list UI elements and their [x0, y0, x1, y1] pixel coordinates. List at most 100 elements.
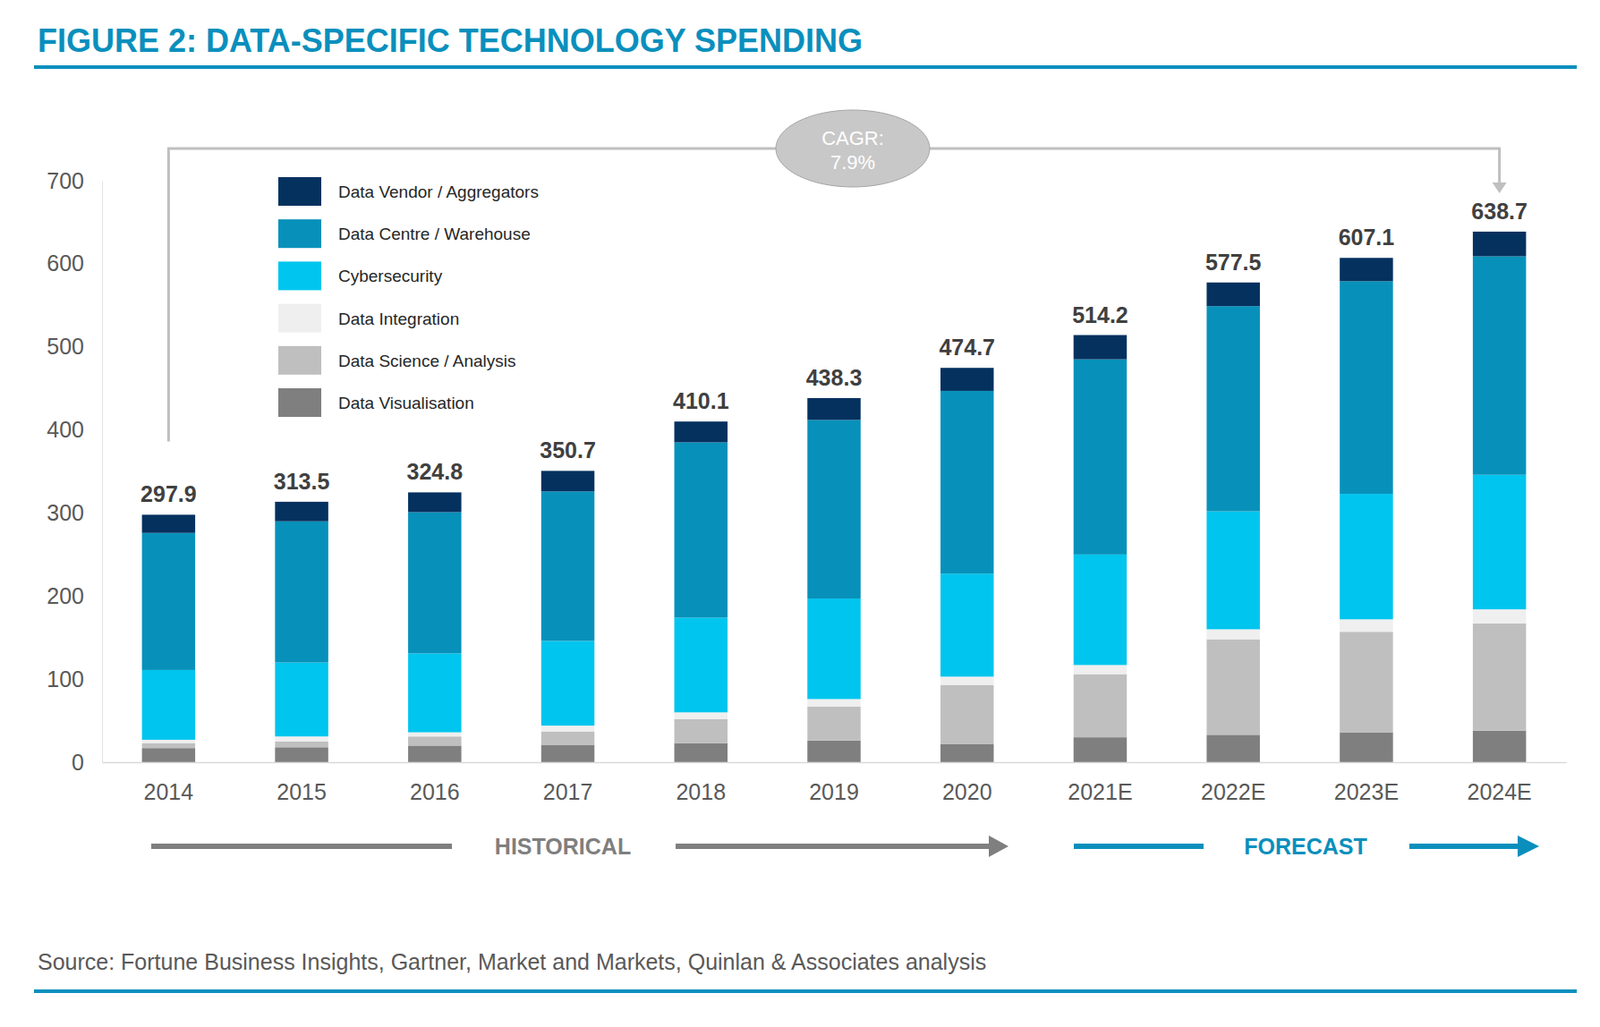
bar-segment: [1206, 629, 1260, 639]
legend-swatch: [278, 346, 322, 375]
y-tick-label: 700: [46, 168, 85, 194]
bar-segment: [1073, 554, 1127, 666]
historical-label: HISTORICAL: [494, 834, 631, 860]
bar-segment: [940, 744, 994, 763]
x-tick: 2014: [144, 762, 195, 805]
y-tick-label: 500: [46, 333, 85, 359]
bar-segment: [1206, 734, 1260, 763]
series: [142, 256, 1527, 671]
x-tick: 2017: [543, 762, 594, 805]
forecast-arrow-line: [1409, 843, 1522, 850]
bar-segment: [940, 685, 994, 745]
bar-segment: [274, 663, 328, 738]
x-tick: 2018: [675, 762, 726, 805]
title: FIGURE 2: DATA-SPECIFIC TECHNOLOGY SPEND…: [37, 22, 863, 60]
x-tick: 2021E: [1067, 762, 1132, 805]
bar-segment: [1073, 335, 1127, 360]
bar-segment: [1073, 737, 1127, 763]
bar-segment: [807, 598, 860, 699]
bar-segment: [1073, 664, 1127, 674]
y-tick-label: 400: [46, 417, 85, 443]
bar-segment: [408, 492, 461, 512]
bar-segment: [674, 617, 728, 713]
historical-line: [151, 843, 452, 850]
bar-segment: [807, 398, 860, 420]
x-tick-label: 2022E: [1200, 779, 1266, 805]
legend-label: Data Visualisation: [338, 393, 475, 413]
bar-segment: [807, 698, 860, 707]
x-tick: 2015: [276, 762, 327, 805]
x-tick: 2024E: [1466, 762, 1532, 805]
title-rule: [34, 65, 1577, 69]
bar-segment: [1339, 280, 1393, 494]
bar-segment: [1206, 511, 1260, 630]
y-tick: 500: [46, 333, 103, 359]
x-tick-label: 2016: [409, 779, 460, 805]
bar-segment: [142, 670, 196, 741]
total-label: 638.7: [1471, 198, 1528, 224]
bar-segment: [274, 521, 328, 664]
y-tick: 600: [46, 250, 103, 276]
cagr-bracket: [168, 148, 1499, 442]
bar-segment: [807, 740, 860, 763]
bar-segment: [1472, 231, 1526, 257]
x-tick-label: 2019: [808, 779, 860, 805]
x-tick: 2023E: [1334, 762, 1399, 805]
bar-segment: [1339, 732, 1393, 763]
bar-segment: [408, 653, 461, 732]
bar-segment: [1472, 256, 1526, 476]
bar-segment: [674, 719, 728, 744]
bar-segment: [541, 745, 595, 764]
x-axis-line: [102, 762, 1567, 765]
x-axis: 2014 2015 2016 2017 2018 2019 2020 2021E 2022E 20…: [102, 762, 1567, 805]
chart: FIGURE 2: DATA-SPECIFIC TECHNOLOGY SPEND…: [0, 0, 1600, 1027]
bar-segment: [408, 512, 461, 655]
y-axis: 0100200300400500600700: [46, 168, 103, 775]
bar-segment: [1073, 674, 1127, 739]
bar-segment: [1339, 493, 1393, 620]
bar-segment: [274, 502, 328, 522]
bar-segment: [274, 741, 328, 749]
bar-segment: [142, 533, 196, 671]
bar-segment: [541, 731, 595, 746]
bar-segment: [1206, 306, 1260, 511]
x-tick: 2019: [808, 762, 860, 805]
bar-segment: [674, 442, 728, 619]
bar-segment: [807, 706, 860, 741]
bar-segment: [408, 732, 461, 738]
y-tick-label: 0: [71, 749, 85, 775]
y-tick-label: 100: [46, 666, 85, 692]
legend-swatch: [278, 261, 322, 290]
y-axis-line: [102, 181, 103, 764]
cagr-bubble: [775, 110, 930, 188]
forecast-arrowhead: [1517, 835, 1540, 858]
bottom-rule: [34, 989, 1577, 994]
bar-segment: [142, 748, 196, 763]
x-tick-label: 2017: [543, 779, 594, 805]
x-tick-label: 2014: [144, 779, 195, 805]
legend: Data Vendor / AggregatorsData Centre / W…: [278, 177, 539, 418]
x-tick-label: 2024E: [1466, 779, 1532, 805]
bar-segment: [674, 712, 728, 719]
bar-segment: [1472, 731, 1526, 763]
bar-segment: [408, 736, 461, 746]
x-tick-label: 2018: [675, 779, 726, 805]
bar-segment: [541, 640, 595, 726]
bar-segment: [408, 745, 461, 763]
y-tick-label: 600: [46, 250, 85, 276]
y-tick: 400: [46, 417, 103, 443]
legend-label: Data Centre / Warehouse: [338, 224, 531, 244]
cagr-arrowhead: [1492, 182, 1507, 194]
legend-swatch: [278, 177, 322, 206]
x-tick-label: 2020: [942, 779, 993, 805]
total-label: 350.7: [539, 437, 596, 463]
bar-segment: [940, 391, 994, 574]
cagr-label: CAGR:: [821, 127, 885, 150]
bar-segment: [541, 725, 595, 732]
bar-segment: [1339, 631, 1393, 732]
forecast-label: FORECAST: [1243, 834, 1368, 860]
total-label: 410.1: [672, 388, 730, 414]
totals: 297.9313.5324.8350.7410.1438.3474.7514.2…: [140, 198, 1528, 507]
bar-segment: [142, 743, 196, 749]
y-tick: 700: [46, 168, 103, 194]
